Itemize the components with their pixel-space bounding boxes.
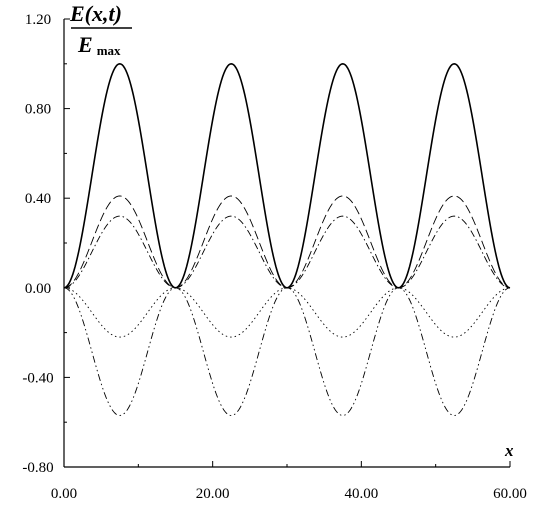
- x-axis-label: x: [504, 441, 514, 460]
- series-line-1-solid: [63, 62, 511, 289]
- axes: 1.20 0.80 0.40 0.00 -0.40 -0.80 0.00 20.00 40.00…: [22, 12, 527, 502]
- y-tick-label: 0.00: [25, 281, 51, 297]
- y-axis-label-denominator-main: E: [77, 32, 93, 57]
- y-tick-label: -0.40: [22, 370, 53, 386]
- y-tick-label: 0.40: [25, 191, 51, 207]
- y-axis-label-denominator-sub: max: [97, 43, 121, 58]
- series-line-4-dotted: [63, 287, 511, 338]
- y-tick-label: 0.80: [25, 102, 51, 118]
- series-line-3-dash-dot: [63, 215, 511, 289]
- x-tick-label: 0.00: [51, 486, 77, 502]
- x-tick-label: 20.00: [196, 486, 230, 502]
- series-line-2-long-dash: [63, 195, 511, 289]
- y-axis-label-denominator: E max: [77, 32, 121, 58]
- x-tick-label: 60.00: [493, 486, 527, 502]
- y-tick-label: -0.80: [22, 460, 53, 476]
- series-line-5-dash-dot-dot: [63, 287, 511, 416]
- x-tick-label: 40.00: [344, 486, 378, 502]
- y-tick-label: 1.20: [25, 12, 51, 28]
- series-layer: [63, 62, 511, 416]
- axis-labels: E(x,t) E max x: [69, 1, 514, 460]
- y-axis-label-numerator: E(x,t): [69, 1, 122, 26]
